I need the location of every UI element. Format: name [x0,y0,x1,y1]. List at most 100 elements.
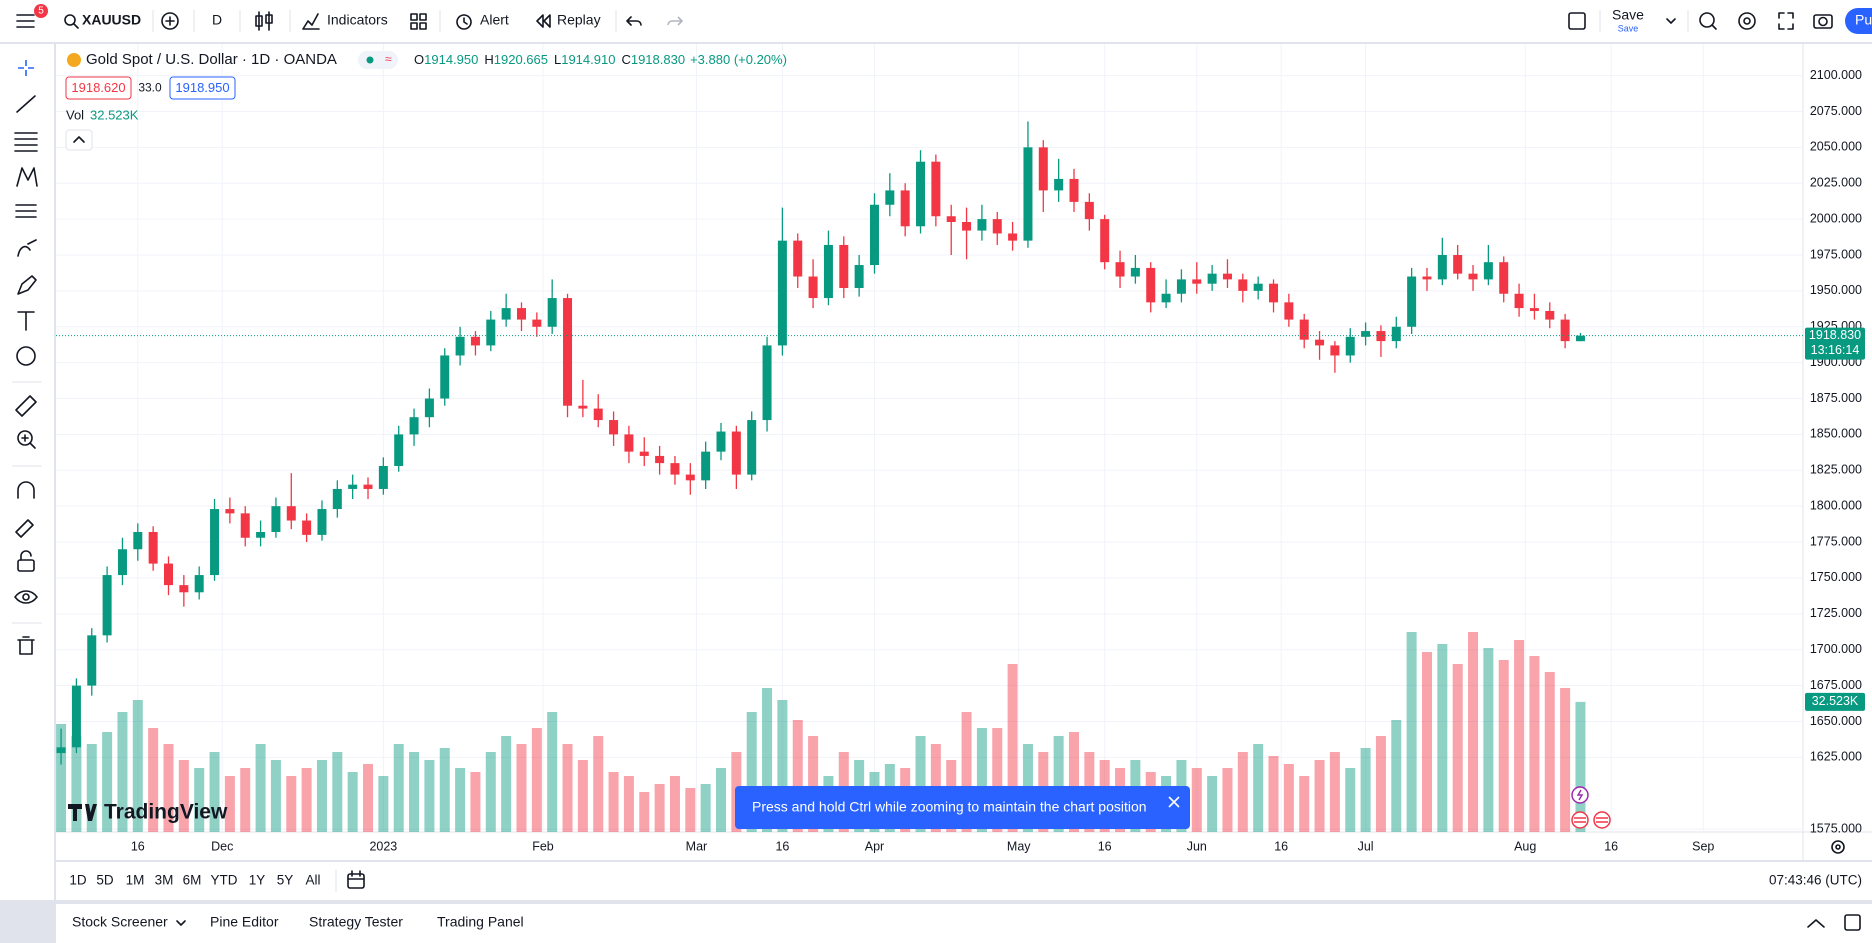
candle-body [977,219,987,231]
candle-body [1437,254,1447,280]
candle-body [547,298,557,327]
save-button[interactable]: Save [1612,7,1644,23]
range-button[interactable]: 1M [126,873,145,888]
toast-close[interactable] [1168,796,1180,808]
chart-type-button[interactable] [255,11,273,31]
candle-body [1529,308,1539,311]
y-tick-label: 2075.000 [1810,104,1862,118]
indicators-button[interactable]: Indicators [302,12,388,30]
range-button[interactable]: 5Y [277,873,294,888]
candle-body [271,506,281,533]
brush-tool[interactable] [17,239,37,257]
layout-button[interactable] [1568,12,1586,30]
volume-bar [516,744,527,832]
volume-bar [363,764,374,832]
compare-button[interactable] [161,12,179,30]
range-button[interactable]: 1D [69,873,87,888]
menu-button[interactable] [16,14,35,28]
event-flag[interactable] [1571,811,1589,829]
volume-bar [255,744,266,832]
replay-button[interactable]: Replay [536,12,601,28]
candle-body [839,244,849,289]
o-value: 1914.950 [424,52,478,67]
candle-body [1146,267,1156,303]
badge-count: 5 [38,6,44,17]
volume-bar [562,744,573,832]
ruler-tool[interactable] [15,395,37,417]
volume-bar [316,760,327,832]
fib-tool[interactable] [14,132,38,152]
quick-search[interactable] [1699,12,1717,30]
range-bar [56,862,1872,900]
goto-date[interactable] [347,870,365,889]
pen-tool[interactable] [17,275,37,295]
candle-body [1253,283,1263,291]
remove-tool[interactable] [17,636,35,655]
range-button[interactable]: 3M [155,873,174,888]
pattern-tool[interactable] [16,167,38,187]
axis-settings[interactable] [1831,840,1845,854]
range-button[interactable]: 6M [183,873,202,888]
indicators-label: Indicators [327,12,388,28]
text-tool[interactable] [17,311,35,331]
panel-tab[interactable]: Strategy Tester [309,914,403,930]
candle-body [1176,279,1186,294]
volume-box [1805,692,1865,711]
volume-bar [1007,664,1018,832]
collapse-button[interactable] [65,129,93,151]
x-tick-label: Aug [1514,839,1536,853]
volume-value: 32.523K [90,107,139,122]
candle-body [1284,302,1294,320]
lock-tool[interactable] [17,550,35,572]
panel-tab[interactable]: Stock Screener [72,914,168,930]
y-tick-label: 1825.000 [1810,463,1862,477]
lock-drawings[interactable] [15,519,34,538]
range-button[interactable]: 5D [96,873,114,888]
panel-toggle[interactable] [1844,914,1861,931]
save-menu[interactable] [1666,18,1676,24]
snapshot-button[interactable] [1813,14,1833,29]
candle-body [163,563,173,586]
candle-body [1560,319,1570,342]
templates-button[interactable] [410,13,427,30]
crosshair-tool[interactable] [18,60,34,76]
bid-box[interactable] [65,76,132,100]
x-tick-label: 16 [1604,839,1618,853]
volume-bar [808,736,819,832]
screener-menu[interactable] [176,920,186,926]
symbol-search[interactable]: XAUUSD [64,12,141,29]
candle-body [378,465,388,489]
x-tick-label: Feb [532,839,554,853]
volume-bar [240,768,251,832]
volume-bar [1314,760,1325,832]
range-button[interactable]: All [305,873,320,888]
range-button[interactable]: YTD [211,873,238,888]
prediction-tool[interactable] [15,204,37,218]
emoji-tool[interactable] [16,346,36,366]
maximize-panel[interactable] [1807,919,1825,928]
interval[interactable]: D [212,12,222,28]
y-tick-label: 1650.000 [1810,714,1862,728]
toast-message: Press and hold Ctrl while zooming to mai… [752,799,1147,815]
fullscreen-button[interactable] [1778,12,1794,30]
redo-button[interactable] [667,16,684,26]
candle-body [532,319,542,327]
event-flag[interactable] [1593,811,1611,829]
magnet-tool[interactable] [17,481,35,499]
zoom-tool[interactable] [17,430,36,449]
settings-button[interactable] [1738,12,1756,30]
volume-bar [1375,736,1386,832]
hide-tool[interactable] [14,590,38,604]
panel-tab[interactable]: Trading Panel [437,914,524,930]
alert-button[interactable]: Alert [456,12,509,30]
publish-button[interactable] [1845,8,1872,34]
candle-body [1361,331,1371,337]
candle-body [256,532,266,538]
trend-line-tool[interactable] [16,95,36,113]
undo-button[interactable] [626,16,642,26]
volume-bar [531,728,542,832]
candle-body [1192,279,1202,284]
ask-box[interactable] [169,76,236,100]
panel-tab[interactable]: Pine Editor [210,914,279,930]
range-button[interactable]: 1Y [249,873,266,888]
